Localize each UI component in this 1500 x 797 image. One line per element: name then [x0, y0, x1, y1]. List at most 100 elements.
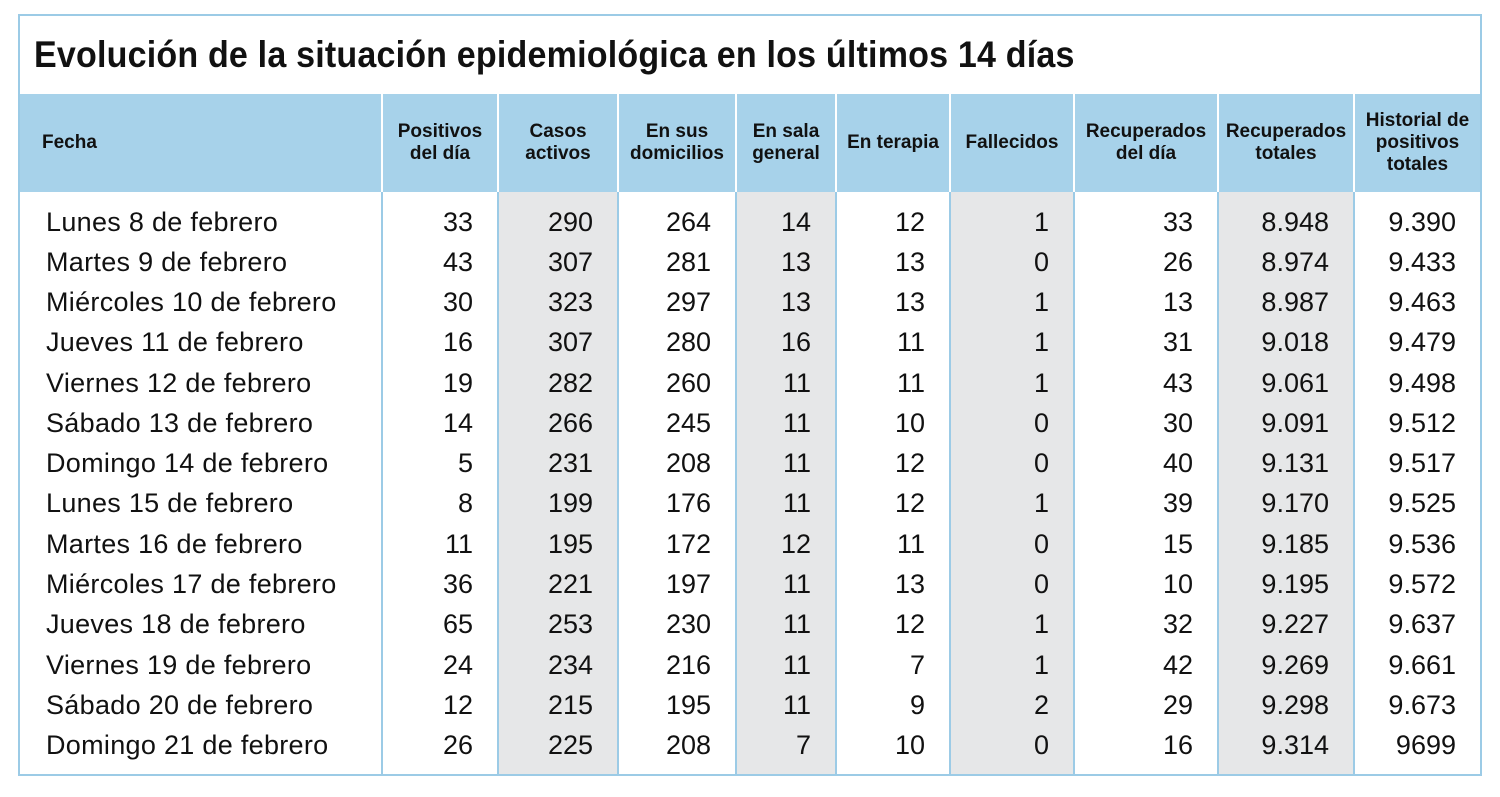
cell-en-sala-general: 13	[735, 242, 836, 283]
cell-recuperados-del-dia: 39	[1073, 483, 1218, 525]
cell-en-sus-domicilios: 197	[617, 564, 736, 605]
cell-en-sus-domicilios: 281	[617, 242, 736, 283]
cell-historial-positivos: 9.637	[1353, 604, 1480, 645]
cell-recuperados-totales: 8.987	[1217, 282, 1354, 323]
cell-en-sus-domicilios: 297	[617, 282, 736, 323]
table-row: Lunes 15 de febrero 8 199 176 11 12 1 39 9.170 9.…	[20, 483, 1480, 525]
cell-en-sala-general: 11	[735, 604, 836, 645]
cell-recuperados-totales: 9.091	[1217, 403, 1354, 444]
cell-fecha: Martes 9 de febrero	[46, 246, 288, 277]
cell-en-sus-domicilios: 280	[617, 322, 736, 363]
cell-recuperados-del-dia: 15	[1073, 524, 1218, 565]
cell-positivos-del-dia: 24	[381, 644, 498, 686]
cell-fallecidos: 0	[949, 403, 1074, 444]
cell-positivos-del-dia: 26	[381, 725, 498, 774]
cell-recuperados-totales: 9.061	[1217, 362, 1354, 404]
cell-en-terapia: 13	[835, 282, 950, 323]
table-body: Lunes 8 de febrero 33 290 264 14 12 1 33 8.948 9.…	[20, 192, 1480, 774]
cell-en-terapia: 11	[835, 322, 950, 363]
cell-recuperados-totales: 9.131	[1217, 443, 1354, 484]
col-header-en-sus-domicilios: En sus domicilios	[617, 94, 736, 192]
cell-en-terapia: 11	[835, 524, 950, 565]
cell-historial-positivos: 9.661	[1353, 644, 1480, 686]
cell-en-sala-general: 11	[735, 443, 836, 484]
cell-en-terapia: 13	[835, 242, 950, 283]
cell-recuperados-totales: 9.227	[1217, 604, 1354, 645]
cell-historial-positivos: 9699	[1353, 725, 1480, 774]
cell-recuperados-del-dia: 42	[1073, 644, 1218, 686]
cell-positivos-del-dia: 36	[381, 564, 498, 605]
cell-en-terapia: 13	[835, 564, 950, 605]
cell-en-sala-general: 11	[735, 362, 836, 404]
cell-fecha: Viernes 12 de febrero	[46, 367, 312, 398]
col-header-casos-activos: Casos activos	[497, 94, 618, 192]
cell-historial-positivos: 9.463	[1353, 282, 1480, 323]
cell-en-sus-domicilios: 245	[617, 403, 736, 444]
cell-fecha: Miércoles 10 de febrero	[46, 286, 337, 317]
cell-casos-activos: 221	[497, 564, 618, 605]
table-panel: Evolución de la situación epidemiológica…	[18, 14, 1482, 776]
cell-positivos-del-dia: 14	[381, 403, 498, 444]
cell-positivos-del-dia: 16	[381, 322, 498, 363]
cell-recuperados-totales: 8.948	[1217, 192, 1354, 242]
cell-recuperados-del-dia: 30	[1073, 403, 1218, 444]
cell-fallecidos: 1	[949, 362, 1074, 404]
cell-recuperados-del-dia: 40	[1073, 443, 1218, 484]
table-row: Sábado 13 de febrero 14 266 245 11 10 0 30 9.091…	[20, 403, 1480, 444]
col-header-en-terapia: En terapia	[835, 94, 950, 192]
table-header-row: Fecha Positivos del día Casos activos En…	[20, 94, 1480, 192]
cell-fecha: Martes 16 de febrero	[46, 528, 303, 559]
cell-positivos-del-dia: 5	[381, 443, 498, 484]
cell-recuperados-del-dia: 31	[1073, 322, 1218, 363]
cell-recuperados-del-dia: 43	[1073, 362, 1218, 404]
table-row: Jueves 18 de febrero 65 253 230 11 12 1 32 9.227…	[20, 604, 1480, 645]
cell-casos-activos: 231	[497, 443, 618, 484]
table-row: Viernes 19 de febrero 24 234 216 11 7 1 42 9.269…	[20, 644, 1480, 686]
cell-recuperados-del-dia: 16	[1073, 725, 1218, 774]
cell-en-sus-domicilios: 208	[617, 443, 736, 484]
cell-positivos-del-dia: 43	[381, 242, 498, 283]
cell-positivos-del-dia: 8	[381, 483, 498, 525]
cell-fecha: Lunes 8 de febrero	[46, 206, 279, 237]
cell-fecha: Jueves 11 de febrero	[46, 327, 304, 358]
table-row: Jueves 11 de febrero 16 307 280 16 11 1 31 9.018…	[20, 322, 1480, 363]
cell-en-sala-general: 11	[735, 644, 836, 686]
cell-fecha: Viernes 19 de febrero	[46, 649, 312, 680]
cell-casos-activos: 215	[497, 685, 618, 726]
cell-recuperados-totales: 9.170	[1217, 483, 1354, 525]
cell-positivos-del-dia: 30	[381, 282, 498, 323]
table-row: Miércoles 10 de febrero 30 323 297 13 13 1 13 8.…	[20, 282, 1480, 323]
cell-fallecidos: 1	[949, 192, 1074, 242]
cell-fallecidos: 1	[949, 483, 1074, 525]
cell-en-sala-general: 11	[735, 483, 836, 525]
cell-en-sala-general: 7	[735, 725, 836, 774]
epidemiological-table: Fecha Positivos del día Casos activos En…	[20, 94, 1480, 774]
col-header-fallecidos: Fallecidos	[949, 94, 1074, 192]
cell-en-terapia: 12	[835, 604, 950, 645]
cell-fecha: Sábado 20 de febrero	[46, 689, 314, 720]
cell-positivos-del-dia: 33	[381, 192, 498, 242]
cell-fallecidos: 2	[949, 685, 1074, 726]
cell-historial-positivos: 9.673	[1353, 685, 1480, 726]
cell-fallecidos: 1	[949, 322, 1074, 363]
cell-positivos-del-dia: 65	[381, 604, 498, 645]
cell-en-sala-general: 11	[735, 685, 836, 726]
cell-recuperados-del-dia: 29	[1073, 685, 1218, 726]
cell-recuperados-totales: 9.018	[1217, 322, 1354, 363]
col-header-recuperados-totales: Recuperados totales	[1217, 94, 1354, 192]
cell-historial-positivos: 9.479	[1353, 322, 1480, 363]
table-row: Domingo 21 de febrero 26 225 208 7 10 0 16 9.314…	[20, 725, 1480, 774]
col-header-fecha: Fecha	[20, 94, 382, 192]
cell-fallecidos: 0	[949, 524, 1074, 565]
table-row: Martes 16 de febrero 11 195 172 12 11 0 15 9.185…	[20, 524, 1480, 565]
cell-casos-activos: 225	[497, 725, 618, 774]
cell-recuperados-del-dia: 33	[1073, 192, 1218, 242]
cell-casos-activos: 266	[497, 403, 618, 444]
cell-en-terapia: 11	[835, 362, 950, 404]
cell-en-sala-general: 16	[735, 322, 836, 363]
cell-positivos-del-dia: 11	[381, 524, 498, 565]
col-header-historial-positivos: Historial de positivos totales	[1353, 94, 1480, 192]
cell-en-sus-domicilios: 230	[617, 604, 736, 645]
cell-casos-activos: 307	[497, 322, 618, 363]
col-header-positivos-del-dia: Positivos del día	[381, 94, 498, 192]
